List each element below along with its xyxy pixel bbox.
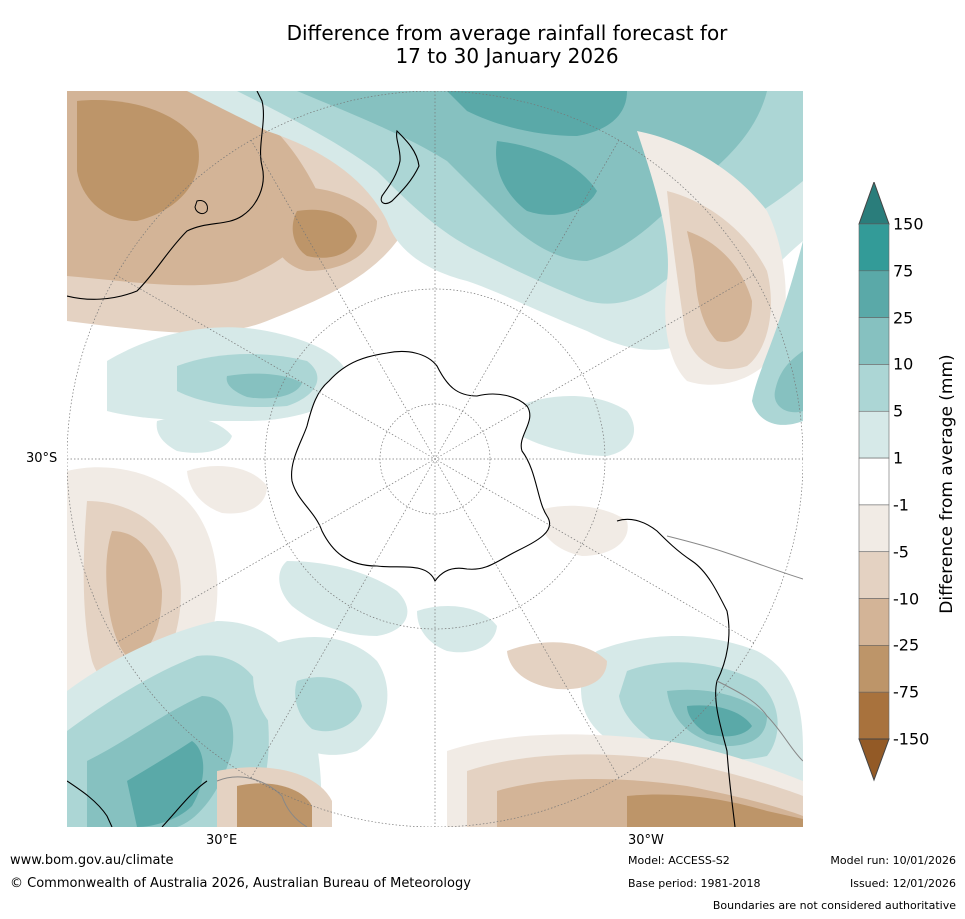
colorbar-tick-label: 10 <box>893 354 914 374</box>
rainfall-anomaly-map <box>67 91 803 827</box>
colorbar-tick-label: 75 <box>893 261 914 281</box>
colorbar-tick-label: 150 <box>893 214 924 234</box>
colorbar-tick-label: -25 <box>893 635 920 655</box>
africa-coastline <box>67 780 208 827</box>
anomaly-region-indian-ocean-teal <box>107 327 349 421</box>
south-america-coastline <box>616 518 736 827</box>
colorbar-title: Difference from average (mm) <box>937 354 957 614</box>
chart-title-line1: Difference from average rainfall forecas… <box>286 21 728 45</box>
anomaly-region-east-pacific <box>637 131 803 425</box>
colorbar-bin <box>858 691 890 740</box>
anomaly-region-africa-teal <box>67 621 332 827</box>
latitude-label-30s: 30°S <box>26 451 58 466</box>
colorbar-tick-label: -150 <box>893 729 930 749</box>
south-america-country-borders <box>666 535 803 762</box>
longitude-label-30e: 30°E <box>206 833 238 848</box>
colorbar-bin <box>858 270 890 318</box>
antarctica-coastline <box>291 350 550 583</box>
anomaly-region-scattered-patches <box>156 396 635 690</box>
colorbar-tick-label: -75 <box>893 682 920 702</box>
anomaly-region-south-atlantic-brown <box>447 734 803 827</box>
colorbar-bin <box>858 317 890 365</box>
graticule <box>67 91 803 827</box>
longitude-label-30w: 30°W <box>628 833 664 848</box>
colorbar-bin <box>858 598 890 646</box>
issued-date: Issued: 12/01/2026 <box>849 877 956 890</box>
colorbar-bin <box>858 410 890 459</box>
australia-coastline <box>67 91 264 300</box>
colorbar-bin <box>858 223 890 272</box>
colorbar-bin <box>858 457 890 506</box>
colorbar-tick-label: -1 <box>893 495 909 515</box>
model-run: Model run: 10/01/2026 <box>830 854 956 867</box>
base-period: Base period: 1981-2018 <box>628 877 761 890</box>
model-name: Model: ACCESS-S2 <box>628 854 730 867</box>
colorbar-tick-label: -5 <box>893 542 909 562</box>
colorbar-tick-label: 25 <box>893 308 914 328</box>
colorbar-over-arrow <box>858 182 890 225</box>
colorbar-tick-label: 1 <box>893 448 904 468</box>
anomaly-region-southern-ocean-teal <box>253 561 408 755</box>
website-url[interactable]: www.bom.gov.au/climate <box>10 853 174 868</box>
chart-title-line2: 17 to 30 January 2026 <box>395 44 619 68</box>
copyright-text: © Commonwealth of Australia 2026, Austra… <box>10 876 471 891</box>
colorbar-bin <box>858 364 890 412</box>
colorbar-under-arrow <box>858 738 890 782</box>
colorbar-tick-label: 5 <box>893 401 904 421</box>
colorbar <box>858 182 890 782</box>
new-zealand-coastline <box>380 129 420 205</box>
boundary-disclaimer: Boundaries are not considered authoritat… <box>712 899 956 912</box>
tasmania-coastline <box>194 200 208 215</box>
colorbar-bin <box>858 551 890 599</box>
colorbar-tick-label: -10 <box>893 589 920 609</box>
africa-country-borders <box>216 776 308 827</box>
colorbar-bin <box>858 504 890 553</box>
colorbar-bin <box>858 645 890 693</box>
